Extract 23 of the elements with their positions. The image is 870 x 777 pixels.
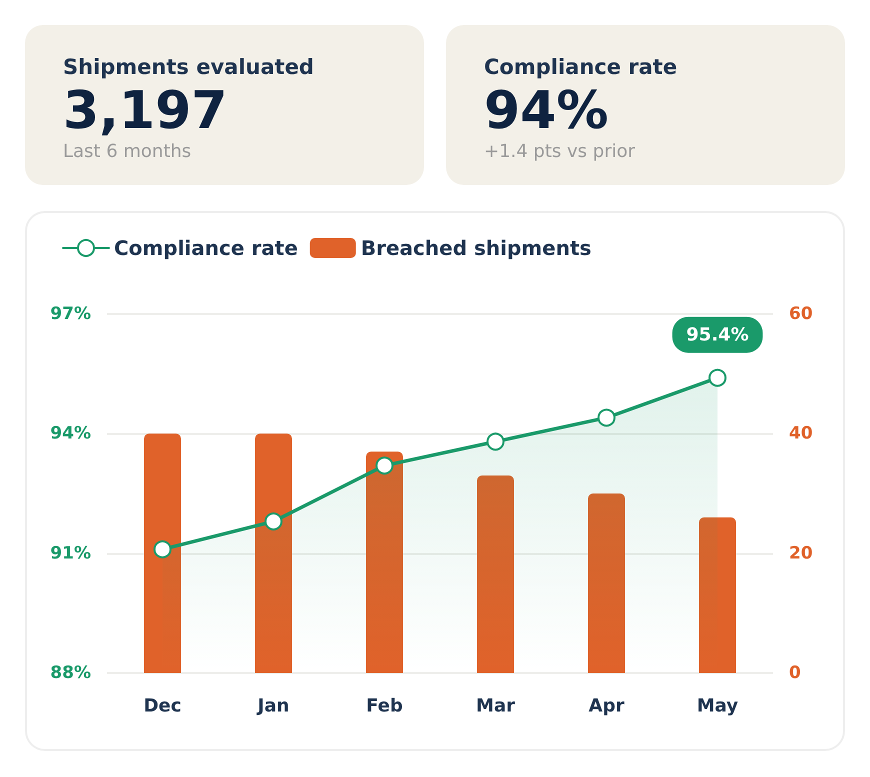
x-tick-label: Dec — [144, 696, 182, 716]
y-tick-label: 91% — [50, 543, 91, 564]
x-tick-label: Feb — [366, 696, 403, 716]
x-tick-label: Jan — [256, 696, 290, 716]
y2-tick-label: 40 — [789, 424, 813, 444]
y2-tick-label: 60 — [789, 304, 813, 324]
text: Shipments evaluated — [63, 55, 315, 79]
y-tick-label: 88% — [50, 663, 91, 683]
x-tick-label: May — [696, 696, 738, 716]
text: Compliance rate — [484, 55, 678, 79]
y-tick-label: 94% — [50, 424, 91, 444]
text: 94% — [484, 81, 610, 141]
text: 3,197 — [63, 81, 228, 141]
legend-label: Breached shipments — [360, 236, 592, 260]
legend-label: Compliance rate — [114, 236, 298, 260]
data-label: 95.4% — [686, 324, 749, 346]
x-tick-label: Mar — [476, 696, 516, 716]
y2-tick-label: 20 — [789, 543, 813, 564]
y2-tick-label: 0 — [789, 663, 801, 683]
y-tick-label: 97% — [50, 304, 91, 324]
text: +1.4 pts vs prior — [484, 141, 636, 162]
text: Last 6 months — [63, 141, 192, 162]
x-tick-label: Apr — [588, 696, 624, 716]
